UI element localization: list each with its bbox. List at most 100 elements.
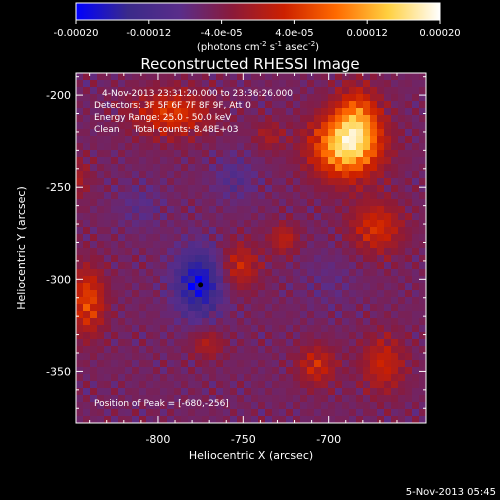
heatmap-cell [251, 339, 259, 347]
heatmap-cell [90, 367, 98, 375]
heatmap-cell [265, 157, 273, 165]
heatmap-cell [181, 248, 189, 256]
heatmap-cell [132, 283, 140, 291]
heatmap-cell [356, 402, 364, 410]
heatmap-cell [391, 199, 399, 207]
heatmap-cell [153, 185, 161, 193]
heatmap-cell [363, 297, 371, 305]
heatmap-cell [76, 367, 84, 375]
heatmap-cell [146, 360, 154, 368]
heatmap-cell [174, 381, 182, 389]
heatmap-cell [356, 304, 364, 312]
heatmap-cell [398, 388, 406, 396]
heatmap-cell [223, 297, 231, 305]
heatmap-cell [265, 360, 273, 368]
heatmap-cell [307, 220, 315, 228]
heatmap-cell [216, 416, 224, 424]
heatmap-cell [153, 395, 161, 403]
heatmap-cell [195, 157, 203, 165]
heatmap-cell [342, 213, 350, 221]
heatmap-cell [90, 248, 98, 256]
heatmap-cell [412, 262, 420, 270]
heatmap-cell [356, 325, 364, 333]
heatmap-cell [146, 325, 154, 333]
heatmap-cell [244, 73, 252, 81]
heatmap-cell [335, 318, 343, 326]
heatmap-cell [139, 255, 147, 263]
heatmap-cell [237, 276, 245, 284]
heatmap-cell [146, 87, 154, 95]
heatmap-cell [174, 73, 182, 81]
heatmap-cell [181, 290, 189, 298]
heatmap-cell [279, 416, 287, 424]
heatmap-cell [328, 255, 336, 263]
heatmap-cell [349, 269, 357, 277]
heatmap-cell [202, 332, 210, 340]
heatmap-cell [181, 101, 189, 109]
heatmap-cell [328, 360, 336, 368]
heatmap-cell [293, 94, 301, 102]
heatmap-cell [265, 332, 273, 340]
heatmap-cell [230, 269, 238, 277]
heatmap-cell [97, 402, 105, 410]
heatmap-cell [384, 171, 392, 179]
heatmap-cell [405, 325, 413, 333]
heatmap-cell [265, 339, 273, 347]
heatmap-cell [111, 395, 119, 403]
heatmap-cell [272, 206, 280, 214]
heatmap-cell [370, 304, 378, 312]
heatmap-cell [132, 388, 140, 396]
heatmap-cell [398, 262, 406, 270]
heatmap-cell [153, 276, 161, 284]
heatmap-cell [300, 290, 308, 298]
heatmap-cell [132, 150, 140, 158]
heatmap-cell [160, 381, 168, 389]
heatmap-cell [321, 192, 329, 200]
heatmap-cell [104, 122, 112, 130]
heatmap-cell [391, 283, 399, 291]
heatmap-cell [90, 213, 98, 221]
heatmap-cell [153, 213, 161, 221]
heatmap-cell [307, 157, 315, 165]
heatmap-cell [307, 150, 315, 158]
heatmap-cell [391, 122, 399, 130]
heatmap-cell [174, 87, 182, 95]
heatmap-cell [321, 402, 329, 410]
heatmap-cell [363, 73, 371, 81]
heatmap-cell [111, 381, 119, 389]
heatmap-cell [160, 339, 168, 347]
heatmap-cell [335, 241, 343, 249]
heatmap-cell [265, 80, 273, 88]
heatmap-cell [195, 143, 203, 151]
heatmap-cell [377, 402, 385, 410]
heatmap-cell [412, 108, 420, 116]
heatmap-cell [370, 255, 378, 263]
heatmap-cell [328, 332, 336, 340]
heatmap-cell [272, 227, 280, 235]
heatmap-cell [230, 290, 238, 298]
heatmap-cell [349, 262, 357, 270]
heatmap-cell [412, 374, 420, 382]
heatmap-cell [230, 192, 238, 200]
annotation-clean-counts: Clean Total counts: 8.48E+03 [94, 125, 238, 135]
heatmap-cell [83, 192, 91, 200]
heatmap-cell [300, 304, 308, 312]
heatmap-cell [76, 185, 84, 193]
heatmap-cell [370, 381, 378, 389]
heatmap-cell [195, 115, 203, 123]
heatmap-cell [209, 185, 217, 193]
heatmap-cell [363, 234, 371, 242]
heatmap-cell [398, 185, 406, 193]
heatmap-cell [104, 178, 112, 186]
heatmap-cell [83, 178, 91, 186]
heatmap-cell [125, 178, 133, 186]
heatmap-cell [118, 164, 126, 172]
heatmap-cell [244, 192, 252, 200]
heatmap-cell [412, 115, 420, 123]
heatmap-cell [300, 395, 308, 403]
heatmap-cell [202, 101, 210, 109]
heatmap-cell [97, 227, 105, 235]
heatmap-cell [377, 416, 385, 424]
heatmap-cell [251, 360, 259, 368]
heatmap-cell [356, 185, 364, 193]
